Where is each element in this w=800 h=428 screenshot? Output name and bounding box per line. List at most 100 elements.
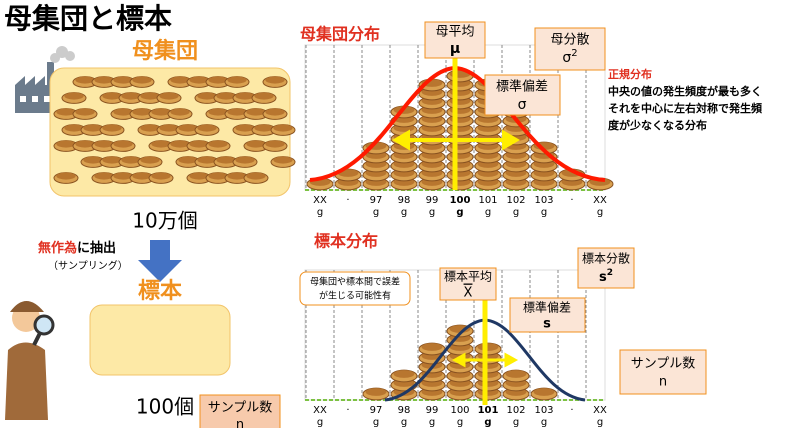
axis-label: 100 <box>450 195 471 206</box>
detective-icon <box>5 301 55 420</box>
axis-label: XX <box>593 405 607 416</box>
axis-label: XX <box>313 195 327 206</box>
mean-box <box>424 21 486 59</box>
normal-note-line: 度が少なくなる分布 <box>608 118 707 132</box>
axis-label: g <box>317 207 323 218</box>
axis-label: g <box>484 417 491 428</box>
smoke <box>50 46 75 63</box>
sampling-note: （サンプリング） <box>48 259 128 272</box>
axis-label: · <box>346 195 349 206</box>
pancake-top <box>208 76 228 84</box>
sample-size-symbol: n <box>659 375 667 390</box>
pancake-top <box>151 140 171 148</box>
sample-box <box>89 304 231 376</box>
axis-label: g <box>373 417 379 428</box>
axis-label: g <box>597 417 603 428</box>
sample-sd-arrows <box>451 352 519 368</box>
pancake-top <box>113 140 133 148</box>
axis-label: 102 <box>506 405 525 416</box>
mean-symbol: μ <box>450 41 460 57</box>
pancake-top <box>216 156 236 164</box>
sd-symbol: σ <box>518 97 527 113</box>
axis-label: 99 <box>426 405 439 416</box>
sd-label: 標準偏差 <box>496 79 548 95</box>
pancake-top <box>178 124 198 132</box>
axis-label: 102 <box>506 195 525 206</box>
pancake-top <box>56 140 76 148</box>
pancake-top <box>170 140 190 148</box>
pancake-top <box>113 76 133 84</box>
sample-mean-symbol: X <box>464 286 473 301</box>
axis-label: g <box>597 207 603 218</box>
pancake-top <box>189 76 209 84</box>
pancake-top <box>227 172 247 180</box>
pancake-top <box>94 76 114 84</box>
pancake-top <box>132 172 152 180</box>
variance-label: 母分散 <box>550 33 589 48</box>
pancake-top <box>273 124 293 132</box>
pancake-top <box>132 76 152 84</box>
sample-size-box <box>619 349 707 395</box>
pancake-top <box>265 140 285 148</box>
sample-variance-box <box>577 247 635 289</box>
pancake-top <box>254 92 274 100</box>
pancake-top <box>208 172 228 180</box>
axis-label: · <box>570 405 573 416</box>
pancake-top <box>94 172 114 180</box>
pancake-top <box>151 172 171 180</box>
down-arrow <box>138 240 182 282</box>
axis-label: 97 <box>370 195 383 206</box>
pancake-top <box>75 76 95 84</box>
normal-note-title: 正規分布 <box>608 67 652 81</box>
axis-label: · <box>570 195 573 206</box>
axis-label: g <box>317 417 323 428</box>
sample-label: 標本 <box>138 279 182 304</box>
sample-variance-label: 標本分散 <box>582 251 630 266</box>
pancake-top <box>94 140 114 148</box>
normal-note-line: 中央の値の発生頻度が最も多く <box>608 84 762 98</box>
pancake-top <box>140 92 160 100</box>
axis-label: 103 <box>534 195 553 206</box>
callout-box <box>299 271 411 306</box>
pancake-top <box>75 140 95 148</box>
variance-symbol: σ2 <box>562 48 577 66</box>
pancake-top <box>178 156 198 164</box>
pancake-top <box>132 108 152 116</box>
axis-label: g <box>513 417 519 428</box>
pancake-top <box>151 108 171 116</box>
pancake-top <box>197 124 217 132</box>
axis-label: g <box>513 207 519 218</box>
pancake-top <box>83 156 103 164</box>
pancake-top <box>102 92 122 100</box>
pancake-top <box>189 140 209 148</box>
pancake-top <box>189 172 209 180</box>
pancake-top <box>121 156 141 164</box>
sample-size-label: サンプル数 <box>631 357 696 372</box>
pancake-top <box>102 156 122 164</box>
pancake-top <box>113 108 133 116</box>
pancake-top <box>533 388 555 396</box>
pancake-top <box>246 108 266 116</box>
axis-label: g <box>429 417 435 428</box>
pancake-top <box>421 343 443 351</box>
pancake-top <box>216 92 236 100</box>
pancake-top <box>208 140 228 148</box>
pancake-top <box>227 76 247 84</box>
sample-dist-title: 標本分布 <box>314 232 378 251</box>
sample-size-label: サンプル数 <box>208 401 273 416</box>
normal-note-line: それを中心に左右対称で発生頻 <box>608 101 762 115</box>
axis-label: g <box>541 207 547 218</box>
sample-sd-symbol: s <box>543 317 551 332</box>
pancake-top <box>140 156 160 164</box>
sampling-label: 無作為に抽出 <box>38 240 116 256</box>
sample-mean-box <box>439 267 497 301</box>
sample-sd-box <box>509 297 586 333</box>
pancake-top <box>365 388 387 396</box>
pancake-top <box>159 124 179 132</box>
sample-mean-label: 標本平均 <box>444 270 492 284</box>
pancake-top <box>83 124 103 132</box>
slide-title: 母集団と標本 <box>4 2 172 35</box>
axis-label: g <box>485 207 491 218</box>
mean-label: 母平均 <box>435 25 474 40</box>
